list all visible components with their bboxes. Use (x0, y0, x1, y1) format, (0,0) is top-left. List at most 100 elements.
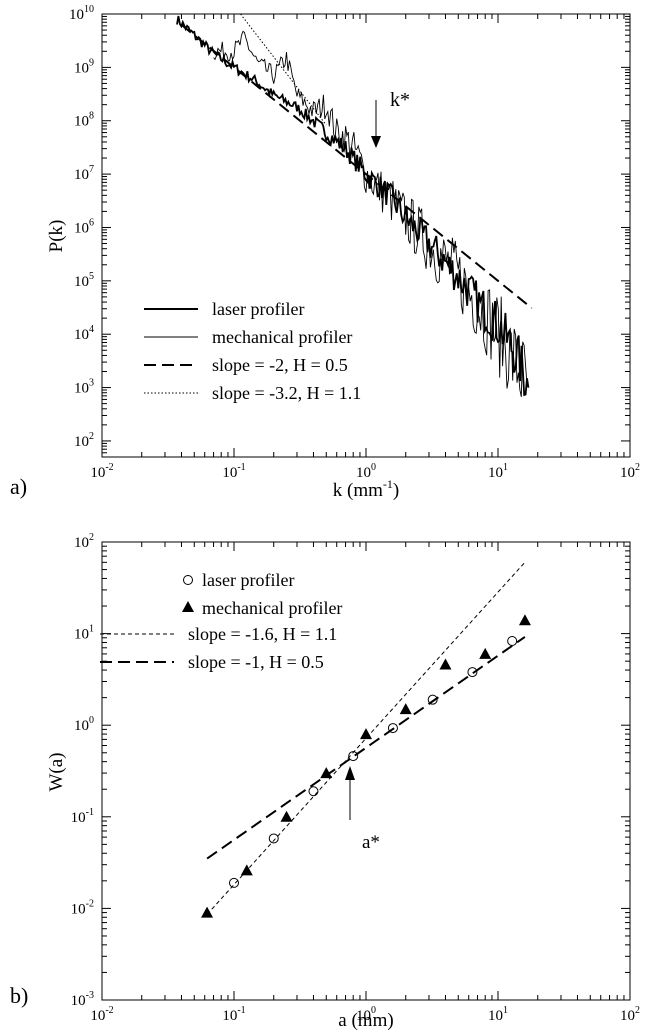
tick-base: 10 (74, 327, 89, 343)
panel-a-x-tick-label: 10-2 (90, 462, 113, 481)
panel-b-y-tick-label: 102 (74, 532, 94, 551)
panel-a-x-tick-label: 10-1 (222, 462, 245, 481)
panel-a-x-tick-label: 101 (488, 462, 508, 481)
panel-b-y-tick-label: 100 (74, 715, 94, 734)
tick-exp: 6 (89, 217, 94, 228)
legend-a-slope32-label: slope = -3.2, H = 1.1 (212, 383, 361, 403)
panel-a-legend: laser profiler mechanical profiler slope… (144, 299, 361, 403)
tick-exp: 0 (89, 715, 94, 726)
tick-base: 10 (71, 993, 86, 1009)
panel-b-x-tick-label: 101 (488, 1005, 508, 1024)
panel-b-series-0-point (507, 636, 518, 647)
panel-a-y-tick-label: 109 (74, 57, 94, 76)
panel-a-x-tick-label: 100 (356, 462, 376, 481)
panel-b-series-0-point (348, 751, 359, 762)
panel-b-plot-frame (101, 541, 631, 1001)
legend-b-laser-marker (183, 575, 193, 585)
panel-b-series-0-point (467, 667, 478, 678)
panel-b-y-tick-label: 101 (74, 624, 94, 643)
panel-a-x-axis-label: k (mm-1) (333, 477, 399, 501)
tick-exp: 2 (635, 462, 640, 473)
legend-b-laser-label: laser profiler (202, 570, 294, 590)
panel-b-series-0-point (308, 786, 319, 797)
tick-base: 10 (74, 718, 89, 734)
panel-a-x-axis-label-close: ) (393, 480, 399, 501)
panel-b-series-1-point (201, 906, 214, 918)
panel-b-series-3-line (206, 636, 526, 860)
tick-exp: -1 (86, 807, 94, 818)
panel-a-series (176, 13, 533, 397)
tick-base: 10 (74, 434, 89, 450)
panel-b-y-axis-label: W(a) (46, 752, 67, 791)
tick-base: 10 (620, 465, 635, 481)
tick-exp: 2 (635, 1005, 640, 1016)
panel-a-label: a) (10, 474, 27, 499)
tick-exp: -2 (105, 1005, 113, 1016)
panel-b-series-1-point (479, 647, 492, 659)
panel-a-series-3-line (240, 13, 327, 126)
tick-base: 10 (222, 465, 237, 481)
tick-exp: 7 (89, 164, 94, 175)
panel-a-y-tick-label: 108 (74, 111, 94, 130)
panel-b-series-1-point (280, 810, 293, 822)
tick-base: 10 (69, 7, 84, 23)
tick-base: 10 (74, 220, 89, 236)
tick-base: 10 (90, 1008, 105, 1024)
panel-b-series-2-line (206, 561, 526, 915)
panel-b-series (201, 561, 531, 918)
tick-exp: 4 (89, 324, 94, 335)
panel-b-series-1-point (399, 703, 412, 715)
tick-exp: -2 (105, 462, 113, 473)
panel-b-x-tick-label: 102 (620, 1005, 640, 1024)
tick-base: 10 (74, 167, 89, 183)
tick-base: 10 (74, 274, 89, 290)
tick-base: 10 (356, 1008, 371, 1024)
tick-exp: 3 (89, 378, 94, 389)
tick-exp: -1 (237, 1005, 245, 1016)
panel-a-k-star-label: k* (390, 89, 410, 111)
panel-b-legend: laser profiler mechanical profiler slope… (100, 570, 342, 672)
tick-base: 10 (74, 60, 89, 76)
tick-base: 10 (74, 535, 89, 551)
tick-exp: 10 (84, 4, 94, 15)
panel-b-label: b) (10, 983, 28, 1008)
panel-b-a-star-arrow-head (345, 766, 355, 780)
panel-a-y-tick-label: 107 (74, 164, 94, 183)
panel-a-x-ticks: 10-2 10-1 100 101 102 (90, 14, 640, 481)
panel-a-x-axis-label-exp: -1 (383, 477, 393, 491)
legend-b-mechanical-label: mechanical profiler (202, 598, 342, 618)
panel-b-x-ticks: 10-2 10-1 100 101 102 (90, 542, 640, 1024)
tick-exp: -1 (237, 462, 245, 473)
tick-exp: 5 (89, 271, 94, 282)
panel-a-y-tick-label: 106 (74, 217, 94, 236)
panel-b-x-tick-label: 100 (356, 1005, 376, 1024)
tick-exp: 1 (503, 1005, 508, 1016)
panel-b-y-tick-label: 10-2 (71, 898, 94, 917)
tick-base: 10 (74, 114, 89, 130)
panel-a-y-tick-label: 103 (74, 378, 94, 397)
panel-b-series-1-point (439, 658, 452, 670)
panel-a-y-axis-label: P(k) (46, 220, 67, 253)
panel-b-x-axis-label: a (mm) (338, 1010, 393, 1031)
legend-b-slope16-label: slope = -1.6, H = 1.1 (188, 624, 337, 644)
tick-base: 10 (71, 810, 86, 826)
tick-exp: 2 (89, 532, 94, 543)
tick-base: 10 (356, 465, 371, 481)
tick-exp: 8 (89, 111, 94, 122)
legend-a-mechanical-label: mechanical profiler (212, 327, 352, 347)
panel-b-annotation: a* (345, 766, 380, 853)
tick-base: 10 (74, 627, 89, 643)
tick-exp: -3 (86, 990, 94, 1001)
panel-a-annotation: k* (371, 89, 410, 148)
tick-base: 10 (222, 1008, 237, 1024)
legend-b-slope1-label: slope = -1, H = 0.5 (188, 652, 324, 672)
panel-a-y-tick-label: 1010 (69, 4, 94, 23)
panel-b-y-tick-label: 10-1 (71, 807, 94, 826)
panel-a: a) 10-2 10-1 100 101 102 1021031041051061071… (10, 4, 640, 501)
tick-exp: -2 (86, 898, 94, 909)
tick-base: 10 (90, 465, 105, 481)
panel-a-series-2-line (180, 24, 533, 309)
